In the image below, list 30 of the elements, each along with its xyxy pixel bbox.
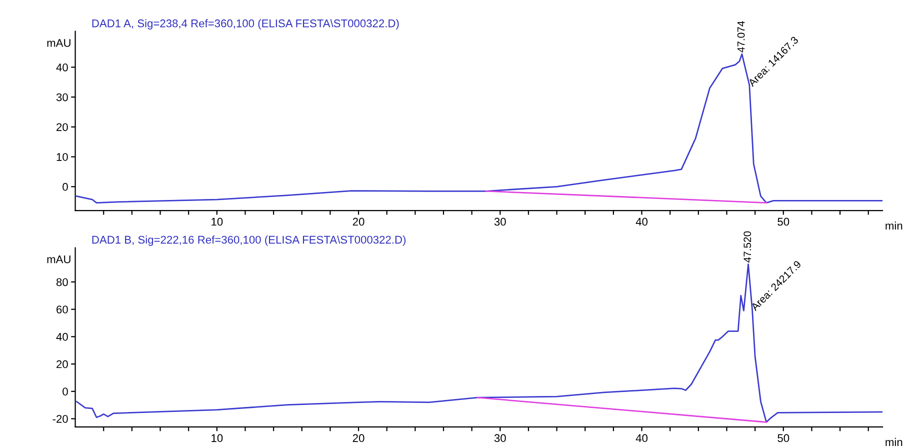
y-tick-label: 0 (62, 182, 68, 191)
annotation: 47.520 (744, 231, 752, 263)
x-tick-label: 20 (352, 434, 364, 442)
x-tick-label: 10 (212, 434, 223, 442)
x-axis-title: min (886, 222, 902, 230)
line-series (76, 263, 883, 423)
y-axis-title: mAU (47, 256, 70, 264)
x-tick-label: 30 (494, 434, 506, 442)
x-tick-label: 30 (494, 218, 506, 226)
y-tick-label: 20 (56, 360, 68, 368)
x-tick-label: 40 (636, 434, 648, 442)
y-tick-label: 30 (56, 93, 68, 102)
chart-title: DAD1 A, Sig=238,4 Ref=360,100 (ELISA FESTA\ST000322.D) (92, 19, 399, 30)
y-tick-label: 20 (56, 123, 68, 132)
x-tick-label: 10 (212, 218, 223, 226)
x-tick-label: 40 (636, 218, 648, 226)
y-tick-label: 10 (56, 153, 68, 161)
y-axis-title: mAU (47, 39, 70, 47)
chart-title: DAD1 B, Sig=222,16 Ref=360,100 (ELISA FESTA\ST000322.D) (92, 236, 406, 246)
x-tick-label: 50 (778, 218, 790, 226)
x-tick-label: 50 (778, 434, 790, 442)
y-tick-label: 40 (56, 332, 68, 341)
y-tick-label: 80 (56, 278, 68, 286)
x-axis-title: min (886, 438, 902, 446)
annotation: 47.074 (737, 21, 745, 52)
y-tick-label: 40 (56, 63, 68, 72)
y-tick-label: 60 (56, 306, 68, 314)
y-tick-label: -20 (52, 415, 68, 423)
y-tick-label: 0 (62, 388, 68, 396)
x-tick-label: 20 (352, 218, 364, 226)
